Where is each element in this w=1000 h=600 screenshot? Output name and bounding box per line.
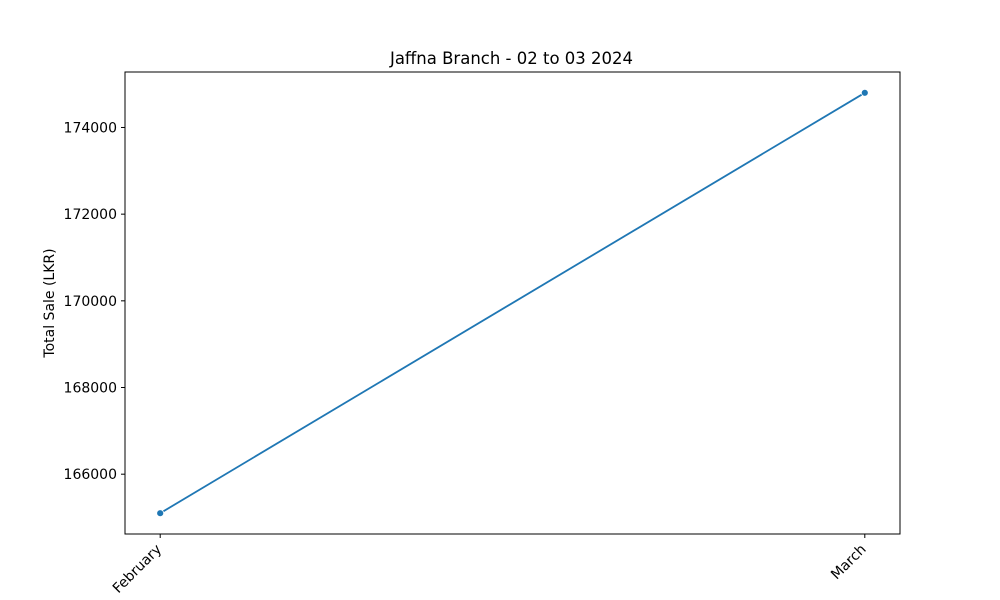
y-tick-label: 168000 [64, 381, 117, 397]
y-tick-label: 172000 [64, 207, 117, 223]
x-tick-label: February [110, 542, 165, 597]
series-line [159, 92, 866, 514]
y-tick-label: 170000 [64, 294, 117, 310]
x-tick-label: March [828, 542, 869, 583]
data-point [156, 509, 165, 518]
plot-area: 166000 168000 170000 172000 174000 February Ma… [64, 71, 901, 597]
y-axis-label: Total Sale (LKR) [42, 248, 58, 358]
y-tick-label: 174000 [64, 120, 117, 136]
y-tick-label: 166000 [64, 467, 117, 483]
chart-title: Jaffna Branch - 02 to 03 2024 [389, 49, 633, 68]
plot-frame [124, 71, 901, 535]
data-point [860, 88, 869, 97]
